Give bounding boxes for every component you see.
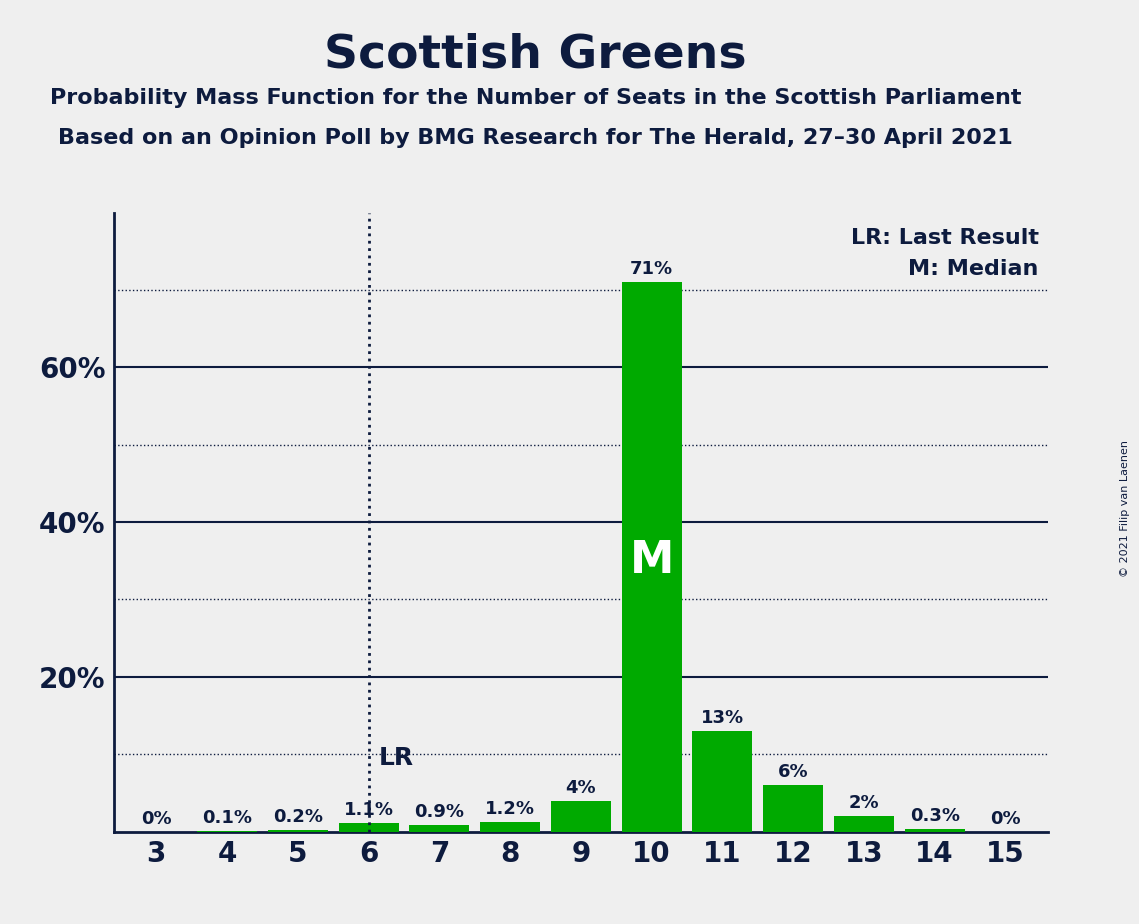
Bar	[693, 731, 753, 832]
Text: Probability Mass Function for the Number of Seats in the Scottish Parliament: Probability Mass Function for the Number…	[50, 88, 1021, 108]
Text: Scottish Greens: Scottish Greens	[323, 32, 747, 78]
Text: 13%: 13%	[700, 709, 744, 727]
Bar	[409, 824, 469, 832]
Text: LR: Last Result: LR: Last Result	[851, 228, 1039, 248]
Bar	[268, 830, 328, 832]
Text: 0%: 0%	[141, 809, 172, 828]
Text: 0.9%: 0.9%	[415, 803, 465, 821]
Text: LR: LR	[379, 746, 415, 770]
Bar	[834, 816, 894, 832]
Text: Based on an Opinion Poll by BMG Research for The Herald, 27–30 April 2021: Based on an Opinion Poll by BMG Research…	[58, 128, 1013, 148]
Text: 1.1%: 1.1%	[344, 801, 394, 820]
Text: 71%: 71%	[630, 261, 673, 278]
Text: © 2021 Filip van Laenen: © 2021 Filip van Laenen	[1121, 440, 1130, 577]
Text: 0%: 0%	[990, 809, 1021, 828]
Bar	[763, 785, 823, 832]
Text: M: M	[630, 540, 674, 582]
Text: 4%: 4%	[566, 779, 596, 796]
Text: M: Median: M: Median	[908, 259, 1039, 279]
Text: 2%: 2%	[849, 795, 879, 812]
Bar	[480, 822, 540, 832]
Bar	[338, 823, 399, 832]
Text: 1.2%: 1.2%	[485, 800, 535, 819]
Text: 0.3%: 0.3%	[910, 808, 960, 825]
Text: 0.1%: 0.1%	[202, 808, 252, 827]
Bar	[551, 800, 611, 832]
Bar	[904, 829, 965, 832]
Bar	[622, 282, 682, 832]
Text: 0.2%: 0.2%	[273, 808, 322, 826]
Text: 6%: 6%	[778, 763, 809, 782]
